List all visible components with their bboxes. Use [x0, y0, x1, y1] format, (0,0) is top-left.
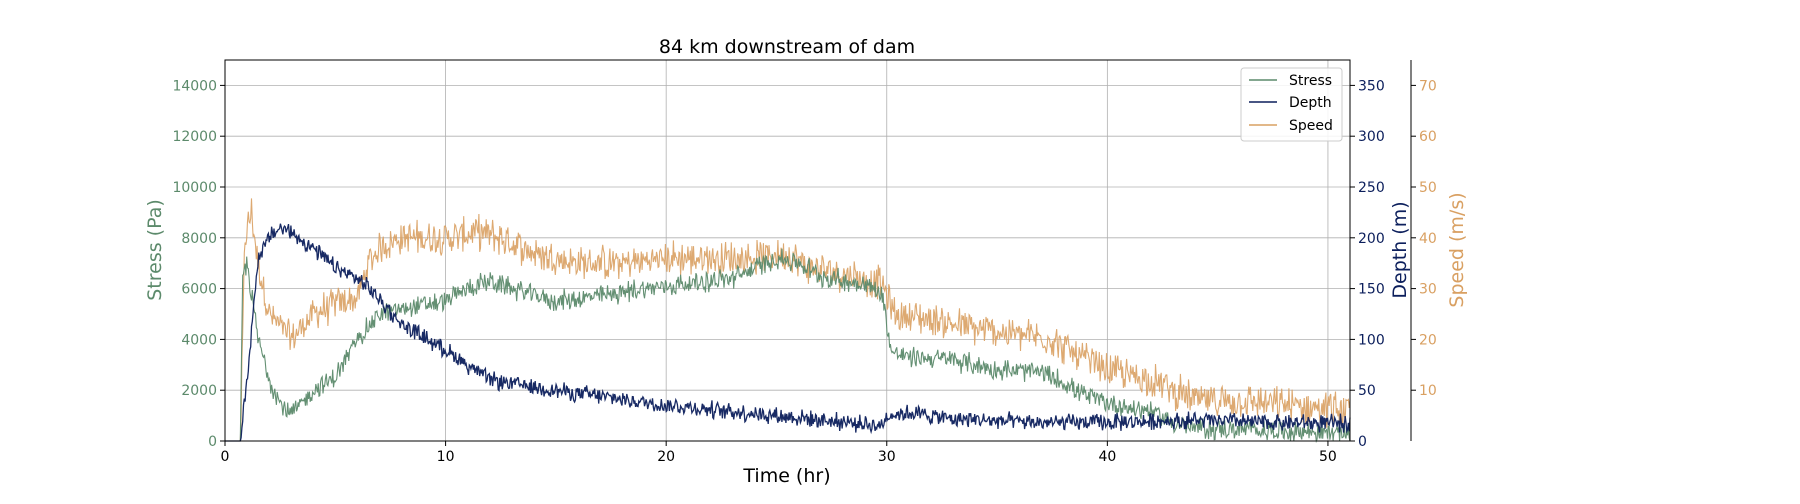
x-tick-label: 40 [1098, 449, 1116, 465]
series-line-stress [225, 248, 1351, 444]
y-tick-label-depth: 200 [1358, 231, 1385, 247]
y-axis-title-depth: Depth (m) [1389, 201, 1411, 298]
y-tick-label-speed: 10 [1419, 383, 1437, 399]
ticks: 0 10 20 30 40 5002000400060008000100001200014… [172, 60, 1437, 465]
x-axis-title: Time (hr) [742, 465, 830, 487]
legend-label-speed: Speed [1289, 118, 1333, 134]
y-tick-label-stress: 4000 [181, 332, 217, 348]
y-tick-label-depth: 100 [1358, 332, 1385, 348]
x-tick-label: 20 [657, 449, 675, 465]
y-tick-label-speed: 60 [1419, 129, 1437, 145]
x-tick-label: 0 [221, 449, 230, 465]
series-line-speed [225, 198, 1351, 442]
y-tick-label-stress: 2000 [181, 383, 217, 399]
series-lines [225, 198, 1351, 444]
plot-frame [224, 59, 1351, 442]
y-axis-title-stress: Stress (Pa) [144, 199, 166, 301]
y-tick-label-depth: 50 [1358, 383, 1376, 399]
y-tick-label-depth: 150 [1358, 282, 1385, 298]
y-tick-label-speed: 70 [1419, 78, 1437, 94]
y-tick-label-stress: 8000 [181, 231, 217, 247]
legend-label-depth: Depth [1289, 95, 1332, 111]
series-line-depth [225, 223, 1351, 442]
x-tick-label: 30 [878, 449, 896, 465]
y-tick-label-speed: 50 [1419, 180, 1437, 196]
y-tick-label-stress: 0 [208, 434, 217, 450]
legend: Stress Depth Speed [1240, 67, 1343, 142]
y-tick-label-speed: 20 [1419, 332, 1437, 348]
y-tick-label-depth: 300 [1358, 129, 1385, 145]
legend-box [1240, 67, 1343, 142]
y-tick-label-stress: 14000 [172, 78, 217, 94]
y-tick-label-stress: 6000 [181, 282, 217, 298]
legend-label-stress: Stress [1289, 73, 1332, 89]
y-tick-label-speed: 30 [1419, 282, 1437, 298]
y-tick-label-stress: 10000 [172, 180, 217, 196]
y-tick-label-speed: 40 [1419, 231, 1437, 247]
y-tick-label-depth: 250 [1358, 180, 1385, 196]
x-tick-label: 10 [437, 449, 455, 465]
y-tick-label-stress: 12000 [172, 129, 217, 145]
y-tick-label-depth: 350 [1358, 78, 1385, 94]
chart-title: 84 km downstream of dam [659, 36, 915, 58]
y-axis-title-speed: Speed (m/s) [1446, 192, 1468, 307]
y-tick-label-depth: 0 [1358, 434, 1367, 450]
x-tick-label: 50 [1319, 449, 1337, 465]
